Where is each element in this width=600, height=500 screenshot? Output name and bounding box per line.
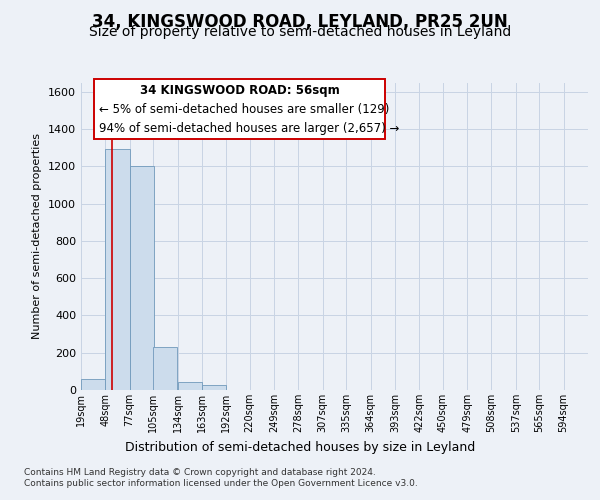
Bar <box>154 347 178 390</box>
Text: Distribution of semi-detached houses by size in Leyland: Distribution of semi-detached houses by … <box>125 441 475 454</box>
Bar <box>178 382 202 390</box>
Text: 34 KINGSWOOD ROAD: 56sqm: 34 KINGSWOOD ROAD: 56sqm <box>140 84 340 96</box>
Bar <box>106 148 130 390</box>
Text: ← 5% of semi-detached houses are smaller (129): ← 5% of semi-detached houses are smaller… <box>99 103 389 116</box>
Bar <box>130 166 154 390</box>
Text: 94% of semi-detached houses are larger (2,657) →: 94% of semi-detached houses are larger (… <box>99 122 399 135</box>
Bar <box>81 379 105 390</box>
Bar <box>202 386 226 390</box>
Y-axis label: Number of semi-detached properties: Number of semi-detached properties <box>32 133 43 339</box>
FancyBboxPatch shape <box>94 80 385 140</box>
Text: Size of property relative to semi-detached houses in Leyland: Size of property relative to semi-detach… <box>89 25 511 39</box>
Text: Contains HM Land Registry data © Crown copyright and database right 2024.
Contai: Contains HM Land Registry data © Crown c… <box>24 468 418 487</box>
Text: 34, KINGSWOOD ROAD, LEYLAND, PR25 2UN: 34, KINGSWOOD ROAD, LEYLAND, PR25 2UN <box>92 12 508 30</box>
